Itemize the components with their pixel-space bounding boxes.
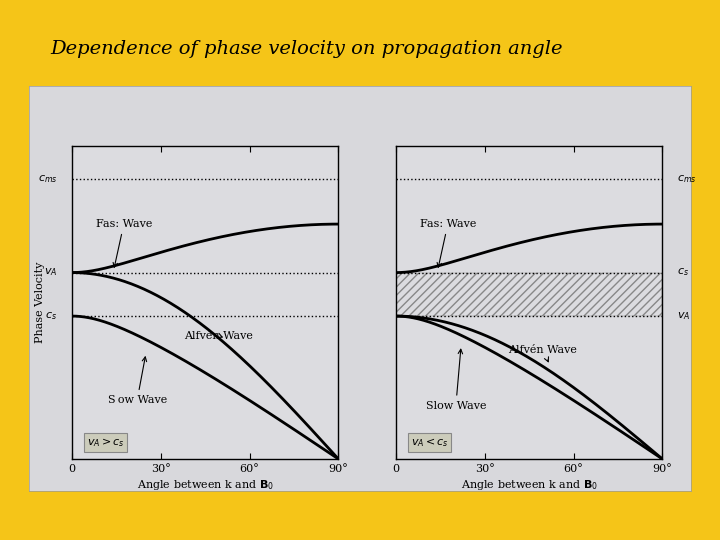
Text: $v_A > c_s$: $v_A > c_s$ xyxy=(87,436,125,449)
Text: $v_A$: $v_A$ xyxy=(44,267,57,279)
Text: S ow Wave: S ow Wave xyxy=(107,357,167,405)
Text: $c_{ms}$: $c_{ms}$ xyxy=(678,173,697,185)
Text: Fas: Wave: Fas: Wave xyxy=(96,219,152,267)
Text: Alfvén Wave: Alfvén Wave xyxy=(184,331,253,341)
Text: Slow Wave: Slow Wave xyxy=(426,349,486,410)
Text: $c_s$: $c_s$ xyxy=(678,267,689,279)
Text: Fas: Wave: Fas: Wave xyxy=(420,219,476,267)
Text: Alfvén Wave: Alfvén Wave xyxy=(508,345,577,362)
Text: Phase Velocity: Phase Velocity xyxy=(35,262,45,343)
X-axis label: Angle between k and $\mathbf{B}_0$: Angle between k and $\mathbf{B}_0$ xyxy=(461,478,598,492)
X-axis label: Angle between k and $\mathbf{B}_0$: Angle between k and $\mathbf{B}_0$ xyxy=(137,478,274,492)
Text: $v_A < c_s$: $v_A < c_s$ xyxy=(411,436,449,449)
Text: $v_A$: $v_A$ xyxy=(678,310,690,322)
Text: Dependence of phase velocity on propagation angle: Dependence of phase velocity on propagat… xyxy=(50,39,563,58)
Text: $c_s$: $c_s$ xyxy=(45,310,57,322)
Text: $c_{ms}$: $c_{ms}$ xyxy=(37,173,57,185)
